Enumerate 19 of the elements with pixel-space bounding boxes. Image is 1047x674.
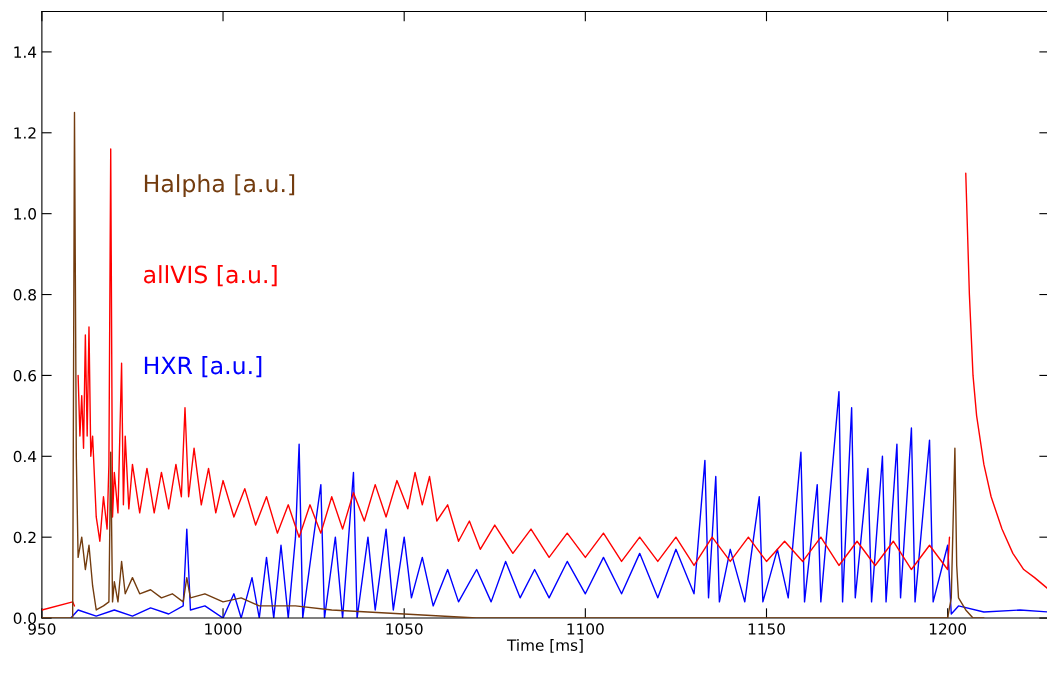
text: Halpha [a.u.] xyxy=(144,174,295,197)
y-tick-label: 0.8 xyxy=(13,289,36,301)
x-axis-title: Time [ms] xyxy=(506,639,583,653)
x-tick-label: 1050 xyxy=(386,623,423,635)
x-tick-label: 950 xyxy=(28,623,56,635)
x-tick-label: 1000 xyxy=(205,623,242,635)
y-tick-label: 0.6 xyxy=(13,369,37,382)
y-tick-label: 0.2 xyxy=(13,531,36,544)
series-label: allVIS [a.u.] xyxy=(144,265,277,287)
y-tick-label: 1.0 xyxy=(14,208,36,220)
y-tick-label: 0.0 xyxy=(13,612,36,625)
text: HXR [a.u.] xyxy=(144,356,262,378)
y-tick-label: 1.4 xyxy=(14,46,37,58)
line-series xyxy=(70,390,1047,619)
x-tick-label: 1150 xyxy=(748,623,785,635)
x-tick-label: 1200 xyxy=(929,623,967,635)
y-tick-label: 0.4 xyxy=(13,450,37,463)
y-tick-label: 1.2 xyxy=(14,127,36,139)
x-tick-label: 1100 xyxy=(567,623,604,635)
